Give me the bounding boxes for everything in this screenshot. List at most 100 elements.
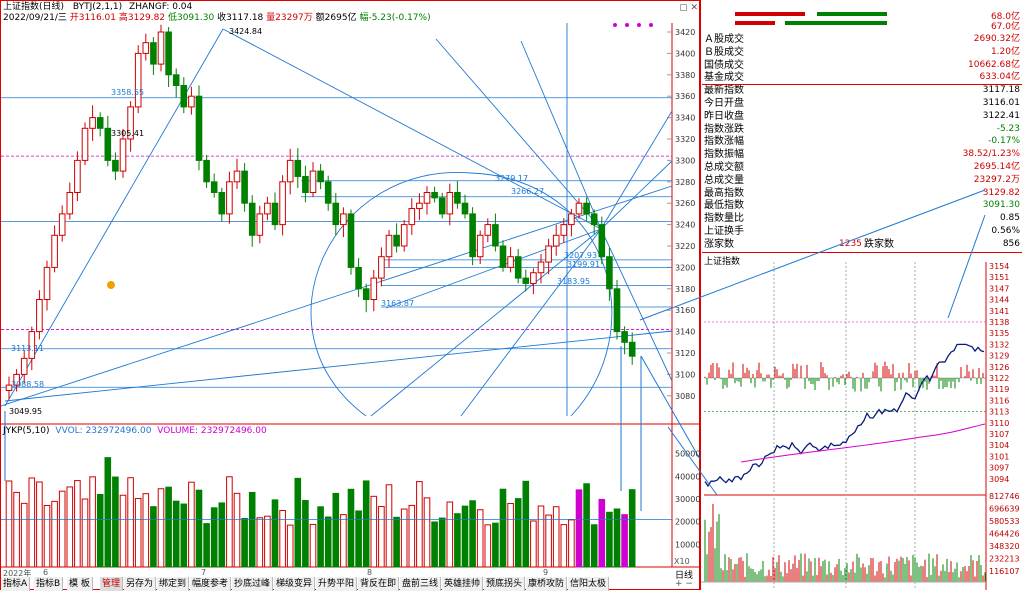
breadth-bars (735, 12, 887, 25)
candle-body (484, 224, 492, 236)
stat-row: 最新指数 3117.18 (704, 84, 1022, 97)
price-tick-label: 3160 (675, 306, 695, 315)
intraday-price-tick: 3126 (989, 363, 1009, 372)
rise-count: 1235 (839, 239, 862, 249)
price-tick-label: 3360 (675, 92, 695, 101)
candle-body (36, 299, 43, 333)
candle-body (294, 159, 302, 177)
stat-row: 上证换手 0.56% (704, 225, 1022, 238)
candle-body (180, 85, 188, 108)
bottom-tab[interactable]: 指标B (34, 577, 64, 591)
volume-bar (385, 484, 393, 568)
volume-bar (66, 486, 74, 568)
vvol-value: VVOL: 232972496.00 (55, 426, 152, 436)
bottom-tab[interactable]: 升势平阳 (316, 577, 358, 591)
kline-chart-panel[interactable]: 上证指数(日线) BYTJ(2,1,1) ZHANGF: 0.04 2022/0… (0, 0, 700, 591)
candle-body (507, 256, 514, 268)
stat-value: 0.56% (991, 226, 1020, 236)
bottom-tab[interactable]: 另存为 (124, 577, 157, 591)
period-label[interactable]: 日线 (675, 571, 694, 581)
bottom-tab[interactable]: 康桥攻防 (526, 577, 568, 591)
bottom-tab[interactable]: 绑定到 (157, 577, 190, 591)
price-tick-label: 3380 (675, 71, 695, 80)
intraday-volume-tick: 812746 (989, 492, 1020, 501)
volume-bar (393, 516, 400, 568)
price-tick-label: 3300 (675, 156, 695, 165)
stat-label: 指数涨跌 (704, 123, 744, 135)
bottom-tab[interactable]: 管理 (100, 577, 124, 591)
stat-row: 指数涨跌 -5.23 (704, 123, 1022, 136)
volume-bar (58, 490, 66, 568)
candle-body (150, 42, 157, 65)
intraday-volume-tick: 580533 (989, 517, 1020, 526)
fall-label: 跌家数 (864, 239, 894, 250)
volume-bar (317, 506, 324, 568)
stat-row: 总成交量 23297.2万 (704, 174, 1022, 187)
zoom-controls[interactable]: + − (675, 579, 693, 589)
volume-bar (484, 524, 492, 568)
bottom-tab[interactable]: 背反在即 (358, 577, 400, 591)
stat-label: 总成交额 (704, 162, 744, 173)
price-annotation: 3183.95 (557, 277, 590, 286)
stat-value: 10662.68亿 (968, 59, 1020, 70)
volume-bar (590, 524, 598, 568)
bottom-tab[interactable]: 英雄挂帅 (442, 577, 484, 591)
volume-bar (28, 477, 36, 568)
volume-bar (522, 480, 530, 568)
bottom-tab[interactable]: 模 板 (67, 577, 93, 591)
bottom-tab[interactable]: 梯级变异 (274, 577, 316, 591)
candle-body (104, 127, 112, 161)
candle-body (560, 224, 568, 236)
stat-value: 1.20亿 (990, 46, 1020, 57)
volume-bar (560, 524, 568, 568)
bottom-tab[interactable]: 信阳太极 (568, 577, 610, 591)
trend-line (4, 330, 673, 402)
candle-body (476, 234, 484, 258)
price-tick-label: 3180 (675, 285, 695, 294)
volume-bar (226, 476, 233, 568)
candle-body (134, 52, 142, 108)
intraday-price-tick: 3135 (989, 329, 1009, 338)
candle-body (28, 331, 36, 359)
candle-body (431, 192, 438, 199)
stat-label: 指数涨幅 (704, 136, 744, 148)
volume-bar (324, 516, 332, 568)
stat-row: 基金成交 633.04亿 (704, 71, 1022, 84)
bottom-tab[interactable]: 盘前三线 (400, 577, 442, 591)
bottom-tab[interactable]: 幅度参考 (190, 577, 232, 591)
chart-title: 上证指数(日线) (3, 2, 65, 12)
ohlc-open: 开3116.01 (69, 13, 116, 23)
bottom-tab[interactable]: 指标A (1, 577, 31, 591)
price-annotation: 3163.87 (381, 299, 414, 308)
candle-body (13, 373, 20, 386)
volume-bar (188, 481, 195, 568)
window-controls[interactable]: ▢ ✕ (679, 3, 698, 13)
volume-indicator-name: JYKP(5,10) (3, 426, 50, 436)
volume-tick-label: 50000 (675, 450, 700, 459)
bottom-tab[interactable]: 预底拐头 (484, 577, 526, 591)
intraday-price-tick: 3094 (989, 475, 1009, 484)
candle-body (195, 95, 203, 161)
volume-bar (598, 498, 606, 568)
trend-line (520, 40, 602, 230)
candle-body (378, 256, 385, 279)
trend-line (600, 160, 673, 230)
down-amount: 67.0亿 (990, 22, 1020, 32)
intraday-price-tick: 3129 (989, 352, 1009, 361)
price-annotation: 3199.91 (567, 260, 600, 269)
volume-bar (104, 457, 112, 568)
intraday-price-tick: 3116 (989, 396, 1009, 405)
volume-bar (438, 517, 446, 568)
volume-bar (294, 477, 302, 568)
bottom-tab[interactable]: 抄底过峰 (232, 577, 274, 591)
volume-bar (119, 494, 127, 568)
candle-body (112, 159, 119, 172)
candle-body (142, 42, 150, 54)
candle-body (43, 266, 51, 300)
volume-bar (142, 493, 150, 568)
volume-bar (256, 517, 264, 568)
candle-body (347, 213, 355, 268)
candle-body (628, 341, 636, 357)
ohlc-close: 收3117.18 (217, 13, 264, 23)
candle-body (286, 159, 294, 183)
